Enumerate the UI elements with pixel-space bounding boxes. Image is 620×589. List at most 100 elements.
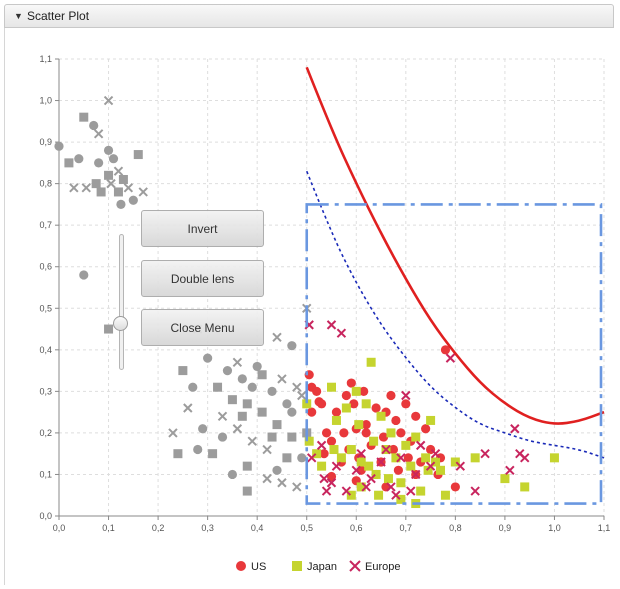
lens-curve-dotted (305, 170, 605, 459)
europe-point (430, 448, 441, 459)
japan-point (361, 399, 371, 409)
gray-point (138, 187, 148, 197)
x-tick-label: 0,8 (449, 523, 462, 533)
close-menu-button[interactable]: Close Menu (141, 309, 264, 346)
slider-thumb[interactable] (113, 316, 128, 331)
legend-label: Europe (365, 561, 400, 573)
gray-point (257, 407, 267, 417)
y-tick-label: 0,8 (39, 179, 52, 189)
gray-point (128, 195, 138, 205)
gray-point (81, 183, 91, 193)
x-tick-label: 0,2 (152, 523, 165, 533)
europe-point (351, 465, 361, 476)
gray-point (108, 154, 119, 164)
x-tick-label: 1,0 (548, 523, 561, 533)
us-point (401, 399, 411, 409)
gray-point (89, 120, 99, 131)
europe-point (510, 424, 520, 434)
us-point (450, 482, 460, 492)
double-lens-button[interactable]: Double lens (141, 260, 264, 297)
gray-point (123, 183, 134, 193)
europe-point (455, 461, 466, 471)
gray-point (178, 366, 188, 376)
europe-point (336, 328, 347, 338)
scatter-chart: 0,0 0,1 0,2 0,3 0,4 0,5 0,6 0,7 0,8 0,9 1,0 1,1 0,0 0… (39, 54, 611, 573)
us-point (346, 378, 356, 388)
gray-point (287, 432, 297, 442)
europe-point (445, 353, 456, 363)
europe-point (321, 486, 332, 496)
europe-point (505, 465, 515, 476)
gray-point (79, 112, 89, 122)
pane-header[interactable]: ▼ Scatter Plot (4, 4, 614, 28)
gray-point (113, 187, 123, 197)
gray-point (262, 444, 272, 455)
gray-point (64, 158, 74, 168)
europe-point (356, 448, 366, 459)
x-tick-label: 0,7 (400, 523, 413, 533)
gray-point (69, 183, 79, 193)
japan-point (317, 461, 327, 471)
gray-point (257, 370, 267, 380)
gray-point (168, 428, 178, 438)
x-tick-label: 1,1 (598, 523, 611, 533)
x-tick-label: 0,1 (102, 523, 115, 533)
gray-point (272, 420, 282, 430)
japan-point (351, 386, 361, 396)
y-tick-label: 0,4 (39, 345, 52, 355)
us-point (386, 390, 396, 401)
europe-point (391, 490, 401, 500)
legend-us-symbol (236, 561, 246, 571)
us-point (381, 482, 391, 492)
japan-point (369, 436, 379, 446)
japan-point (331, 415, 341, 425)
triangle-down-icon[interactable]: ▼ (14, 11, 23, 21)
us-point (321, 428, 332, 438)
gray-point (208, 449, 218, 459)
europe-point (415, 440, 426, 451)
gray-point (74, 154, 84, 164)
gray-point (118, 174, 128, 184)
japan-point (346, 445, 356, 455)
gray-point (287, 407, 297, 417)
gray-point (287, 341, 297, 351)
us-point (421, 424, 431, 434)
japan-point (401, 440, 411, 450)
us-point (411, 411, 421, 421)
japan-point (371, 469, 381, 479)
lens-region-box (305, 203, 603, 505)
japan-point (312, 449, 322, 459)
x-tick-label: 0,0 (53, 523, 66, 533)
gray-point (292, 382, 302, 392)
japan-point (396, 478, 406, 488)
gray-point (217, 411, 228, 421)
x-tick-label: 0,9 (499, 523, 512, 533)
gray-point (103, 95, 114, 106)
gray-point (203, 353, 213, 363)
gray-point (133, 150, 143, 160)
gray-point (227, 395, 237, 405)
gray-point (297, 390, 307, 401)
gray-point (267, 432, 277, 442)
gray-point (292, 482, 302, 492)
gray-point (297, 453, 307, 463)
invert-button[interactable]: Invert (141, 210, 264, 247)
europe-point (361, 482, 371, 492)
gray-point (242, 461, 252, 471)
europe-point (411, 469, 421, 480)
y-tick-label: 0,1 (39, 469, 52, 479)
gray-point (91, 179, 101, 189)
europe-point (306, 453, 317, 463)
gray-point (282, 453, 292, 463)
gray-point (277, 478, 287, 488)
gray-point (227, 469, 238, 480)
europe-point (401, 390, 411, 401)
lens-size-slider[interactable] (119, 234, 124, 370)
japan-point (383, 474, 393, 484)
gray-point (79, 270, 89, 280)
gray-point (94, 158, 104, 168)
gray-point (183, 403, 193, 413)
japan-point (346, 490, 356, 500)
japan-point (436, 465, 445, 475)
us-point (312, 386, 322, 396)
